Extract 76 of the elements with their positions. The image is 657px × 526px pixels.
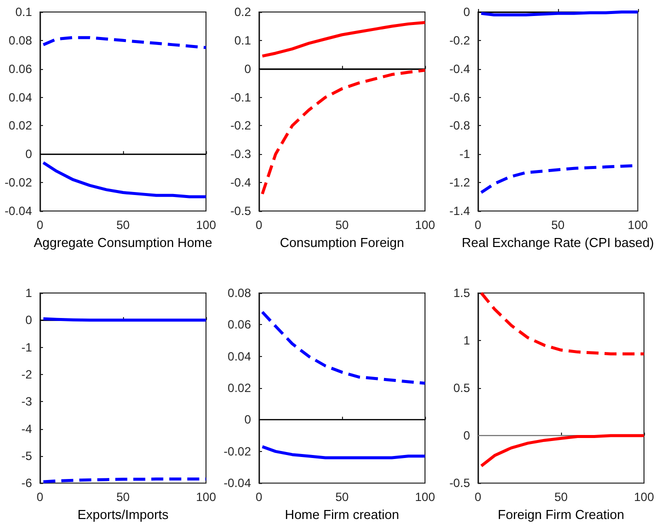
x-tick-label: 100 (628, 218, 648, 232)
line-series (42, 36, 208, 50)
x-tick-label: 0 (474, 218, 482, 232)
x-tick-label: 100 (196, 490, 216, 504)
y-tick-label: 0.5 (453, 381, 470, 396)
y-tick-label: 0 (25, 313, 32, 328)
y-tick-label: 0.02 (228, 381, 252, 396)
y-tick-label: -0.04 (4, 204, 32, 218)
x-tick-label: 50 (116, 490, 130, 504)
y-tick-label: -3 (21, 394, 32, 409)
line-series (480, 292, 646, 356)
line-series (42, 161, 208, 198)
x-axis-title: Foreign Firm Creation (498, 507, 624, 522)
y-tick-label: -0.5 (449, 476, 470, 490)
y-tick-label: 0.08 (228, 286, 252, 300)
y-tick-label: 0.06 (8, 62, 32, 76)
line-series (260, 21, 426, 58)
y-tick-label: -0.4 (449, 62, 470, 76)
line-series (260, 445, 426, 460)
y-tick-label: -6 (21, 476, 32, 490)
y-tick-label: -0.2 (230, 118, 252, 133)
x-tick-label: 100 (414, 218, 436, 232)
y-tick-label: -1 (459, 147, 470, 162)
y-tick-label: 0 (463, 428, 470, 443)
y-tick-label: -0.2 (449, 33, 470, 48)
y-tick-label: 0.2 (234, 5, 252, 19)
y-tick-label: 0 (244, 62, 252, 76)
y-tick-label: -1.2 (449, 176, 470, 190)
x-tick-label: 100 (634, 490, 654, 504)
x-tick-label: 50 (551, 218, 565, 232)
x-tick-label: 50 (335, 218, 349, 232)
y-tick-label: 0 (463, 5, 470, 19)
y-tick-label: 1.5 (453, 286, 470, 300)
x-tick-label: 0 (256, 490, 263, 504)
y-tick-label: -1 (21, 340, 32, 354)
x-axis-title: Consumption Foreign (280, 234, 404, 250)
y-tick-label: -0.8 (449, 118, 470, 133)
y-tick-label: -0.02 (224, 444, 252, 458)
x-tick-label: 100 (196, 218, 216, 232)
x-axis-title: Home Firm creation (284, 507, 400, 522)
y-tick-label: -5 (21, 448, 32, 463)
line-series (260, 310, 426, 385)
y-tick-label: -0.04 (224, 476, 252, 490)
x-tick-label: 0 (474, 490, 482, 504)
y-tick-label: 1 (25, 286, 32, 300)
y-tick-label: -0.6 (449, 90, 470, 104)
y-tick-label: 0.08 (8, 33, 32, 48)
y-tick-label: 0.1 (15, 5, 32, 19)
y-tick-label: -0.4 (230, 176, 252, 190)
y-tick-label: 0.04 (8, 90, 32, 104)
y-tick-label: -2 (21, 367, 32, 382)
x-axis-title: Exports/Imports (77, 507, 170, 522)
y-tick-label: -1.4 (449, 204, 470, 218)
y-tick-label: 0.04 (228, 349, 252, 364)
x-tick-label: 50 (554, 490, 568, 504)
x-tick-label: 0 (36, 490, 44, 504)
y-tick-label: 0.02 (8, 118, 32, 133)
line-series (480, 434, 646, 468)
x-tick-label: 100 (414, 490, 436, 504)
y-tick-label: -0.1 (230, 90, 252, 104)
x-axis-title: Real Exchange Rate (CPI based) (462, 234, 654, 250)
y-tick-label: -0.02 (4, 176, 32, 190)
x-tick-label: 0 (256, 218, 263, 232)
y-tick-label: 0 (25, 147, 32, 162)
y-tick-label: -0.5 (230, 204, 252, 218)
y-tick-label: 0.1 (234, 33, 252, 48)
y-tick-label: -0.3 (230, 147, 252, 162)
line-series (260, 68, 426, 196)
x-tick-label: 50 (335, 490, 349, 504)
y-tick-label: 1 (463, 334, 470, 348)
x-axis-title: Aggregate Consumption Home (34, 234, 212, 250)
y-tick-label: -4 (21, 422, 32, 436)
y-tick-label: 0.06 (228, 318, 252, 332)
x-tick-label: 50 (116, 218, 130, 232)
y-tick-label: 0 (244, 412, 252, 427)
x-tick-label: 0 (36, 218, 44, 232)
